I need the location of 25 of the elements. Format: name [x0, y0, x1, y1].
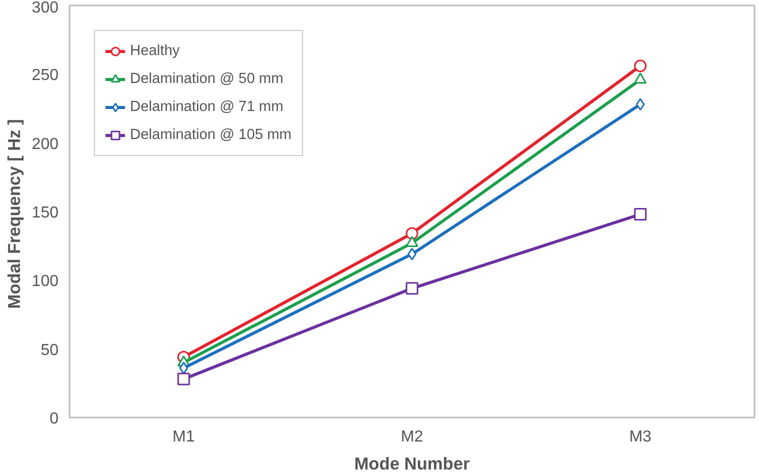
point [634, 208, 647, 220]
point [179, 362, 188, 374]
legend-label: Delamination @ 71 mm [130, 99, 284, 115]
y-tick-label: 200 [32, 136, 59, 153]
point [634, 60, 647, 72]
y-axis-title: Modal Frequency [ Hz ] [4, 119, 24, 309]
legend-label: Delamination @ 105 mm [130, 127, 292, 143]
legend-label: Healthy [130, 43, 180, 59]
x-tick-label: M3 [629, 428, 652, 446]
y-tick-label: 50 [40, 342, 59, 359]
y-tick-label: 300 [32, 0, 59, 16]
y-tick-label: 150 [32, 204, 59, 222]
point [406, 227, 418, 240]
x-tick-label: M2 [400, 428, 424, 446]
point [634, 72, 647, 84]
point [406, 236, 418, 248]
y-tick-label: 100 [32, 273, 59, 290]
x-axis-title: Mode Number [354, 454, 470, 474]
y-tick-label: 250 [32, 67, 59, 84]
y-tick-label: 0 [50, 410, 59, 428]
x-tick-label: M1 [172, 428, 195, 446]
point [177, 372, 190, 386]
legend-label: Delamination @ 50 mm [130, 71, 284, 87]
point [636, 98, 645, 111]
point [406, 282, 418, 295]
